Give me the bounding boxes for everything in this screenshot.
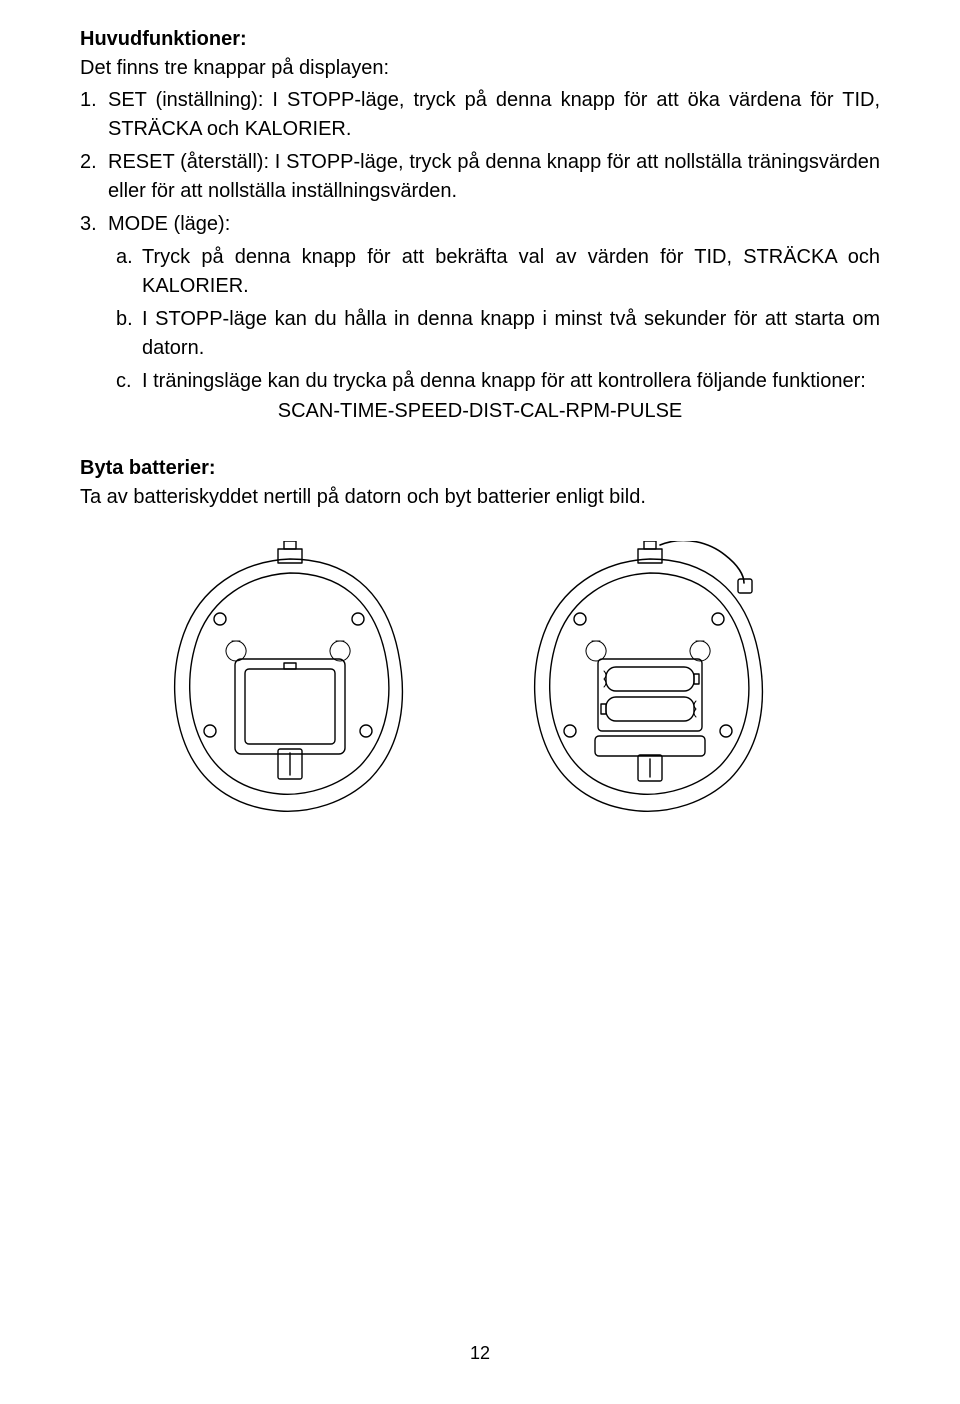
- list-item: 3. MODE (läge):: [80, 210, 880, 239]
- list-item: a. Tryck på denna knapp för att bekräfta…: [116, 243, 880, 301]
- list-letter: c.: [116, 367, 142, 396]
- sub-list: a. Tryck på denna knapp för att bekräfta…: [80, 243, 880, 396]
- list-text: RESET (återställ): I STOPP-läge, tryck p…: [108, 148, 880, 206]
- page: Huvudfunktioner: Det finns tre knappar p…: [0, 0, 960, 1404]
- device-open-icon: [500, 541, 820, 831]
- page-number: 12: [0, 1343, 960, 1364]
- intro-text: Det finns tre knappar på displayen:: [80, 55, 880, 82]
- list-text: MODE (läge):: [108, 210, 880, 239]
- list-letter: b.: [116, 305, 142, 363]
- list-item: 1. SET (inställning): I STOPP-läge, tryc…: [80, 86, 880, 144]
- heading-main-functions: Huvudfunktioner:: [80, 28, 880, 51]
- heading-change-batteries: Byta batterier:: [80, 457, 880, 480]
- scan-sequence: SCAN-TIME-SPEED-DIST-CAL-RPM-PULSE: [80, 400, 880, 423]
- battery-instruction: Ta av batteriskyddet nertill på datorn o…: [80, 484, 880, 511]
- list-text: I träningsläge kan du trycka på denna kn…: [142, 367, 880, 396]
- illustration-row: [80, 541, 880, 831]
- list-text: SET (inställning): I STOPP-läge, tryck p…: [108, 86, 880, 144]
- spacer: [80, 439, 880, 457]
- list-number: 2.: [80, 148, 108, 206]
- numbered-list: 1. SET (inställning): I STOPP-läge, tryc…: [80, 86, 880, 239]
- list-item: c. I träningsläge kan du trycka på denna…: [116, 367, 880, 396]
- list-number: 3.: [80, 210, 108, 239]
- device-closed-icon: [140, 541, 440, 831]
- list-item: 2. RESET (återställ): I STOPP-läge, tryc…: [80, 148, 880, 206]
- list-text: I STOPP-läge kan du hålla in denna knapp…: [142, 305, 880, 363]
- list-item: b. I STOPP-läge kan du hålla in denna kn…: [116, 305, 880, 363]
- list-text: Tryck på denna knapp för att bekräfta va…: [142, 243, 880, 301]
- list-letter: a.: [116, 243, 142, 301]
- list-number: 1.: [80, 86, 108, 144]
